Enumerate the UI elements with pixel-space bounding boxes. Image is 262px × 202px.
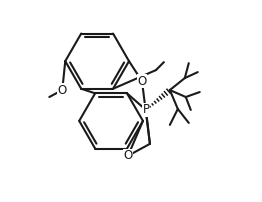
Text: O: O bbox=[137, 75, 146, 88]
Text: O: O bbox=[58, 84, 67, 97]
Text: O: O bbox=[123, 149, 133, 162]
Text: P: P bbox=[143, 103, 149, 117]
